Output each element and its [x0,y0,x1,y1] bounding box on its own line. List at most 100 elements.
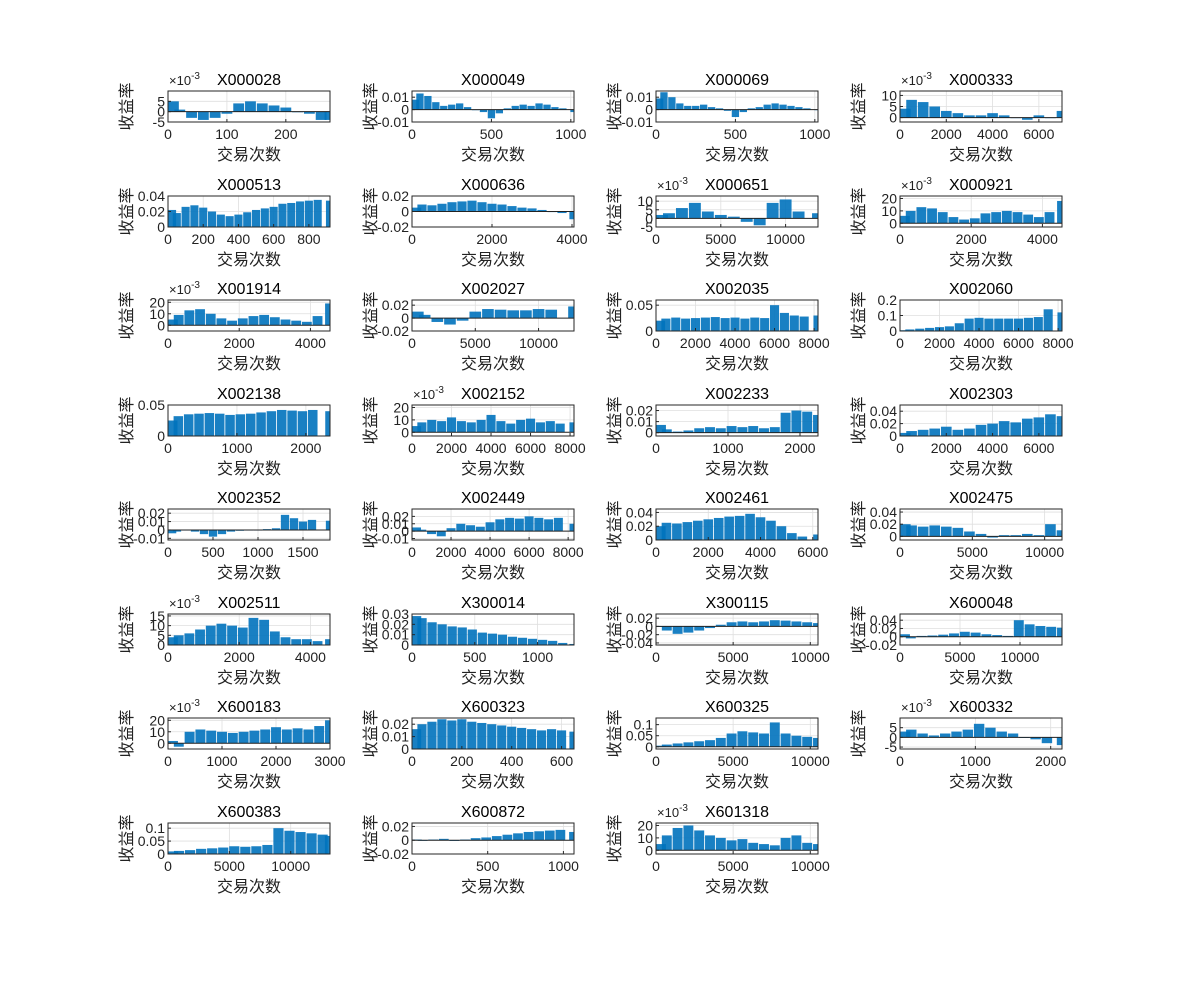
axis-exponent: ×10-3 [657,176,688,193]
bar [962,729,974,738]
y-tick-label: 0.01 [138,514,165,530]
bar [446,417,457,433]
bar [710,317,720,331]
bar [558,642,568,645]
axes-box [899,404,1063,437]
bar [954,323,964,331]
bar [477,722,487,749]
bar [249,730,260,744]
bar [991,212,1002,224]
bar [216,214,225,227]
bar [427,721,437,749]
bar [292,728,303,744]
bar [1013,318,1024,331]
bar [748,622,759,627]
bar [556,730,567,749]
bar [740,318,750,331]
x-tick-label: 2000 [436,440,467,456]
y-tick-label: 0 [401,102,409,118]
bar [173,850,185,854]
x-tick-label: 500 [724,126,748,142]
bar [694,428,705,433]
bar [715,428,726,433]
bar [245,413,256,436]
bar [535,422,545,433]
bar [973,723,985,738]
bar [456,523,466,532]
y-tick-label: 0 [889,629,897,645]
bar [705,740,715,747]
x-tick-label: 800 [297,231,321,247]
bar [813,315,818,331]
bar [812,213,818,219]
bar [417,618,427,645]
bar [660,92,668,110]
bar [495,109,504,114]
x-tick-label: 0 [164,753,172,769]
bar [1001,210,1012,224]
bar [325,720,330,744]
bar [759,621,769,627]
bar [456,421,466,433]
bar [301,639,312,645]
x-axis-label: 交易次数 [217,354,281,373]
bar [683,825,694,851]
x-tick-label: 1000 [206,753,237,769]
x-tick-label: 2000 [224,649,255,665]
y-axis-label: 收益率 [605,82,624,130]
y-tick-label: 0.1 [146,820,166,836]
bar [173,314,184,326]
bar [737,427,748,433]
bar [1021,533,1033,537]
x-tick-label: 6000 [797,544,828,560]
x-tick-label: 2000 [476,231,507,247]
bar [208,529,218,537]
x-tick-label: 8000 [798,335,829,351]
y-tick-label: 0.05 [138,397,165,413]
x-tick-label: 2000 [680,335,711,351]
bar [1021,418,1033,436]
bar [661,744,672,747]
x-tick-label: 0 [652,649,660,665]
bar [799,316,809,331]
bar [915,328,925,331]
y-tick-label: 5 [889,99,897,115]
bar [1012,212,1023,224]
x-tick-label: 0 [652,544,660,560]
bar [987,113,998,118]
bar [905,210,916,224]
x-tick-label: 400 [500,753,524,769]
y-tick-label: 0 [401,204,409,220]
x-axis-label: 交易次数 [705,250,769,269]
bar [1041,737,1053,744]
bar [494,309,507,319]
bar [497,634,508,645]
bar [787,533,797,540]
subplot-title: X000921 [949,177,1013,194]
y-tick-label: 10 [393,412,409,428]
x-tick-label: 5000 [944,649,975,665]
bar [457,627,467,645]
subplot-title: X000069 [705,72,769,89]
subplot-title: X002060 [949,281,1013,298]
x-tick-label: 6000 [1023,126,1054,142]
y-tick-label: -0.02 [621,627,653,643]
y-tick-label: -0.02 [377,846,409,862]
bar [235,414,246,436]
bar [507,310,520,319]
bar [917,733,928,738]
bar [1035,625,1046,637]
y-axis-label: 收益率 [849,396,868,444]
bar [802,411,813,433]
axes-box [655,299,819,332]
bar [780,620,791,627]
bar [291,639,302,645]
axes-box [655,508,819,541]
x-tick-label: 0 [408,126,416,142]
bar [975,533,987,537]
